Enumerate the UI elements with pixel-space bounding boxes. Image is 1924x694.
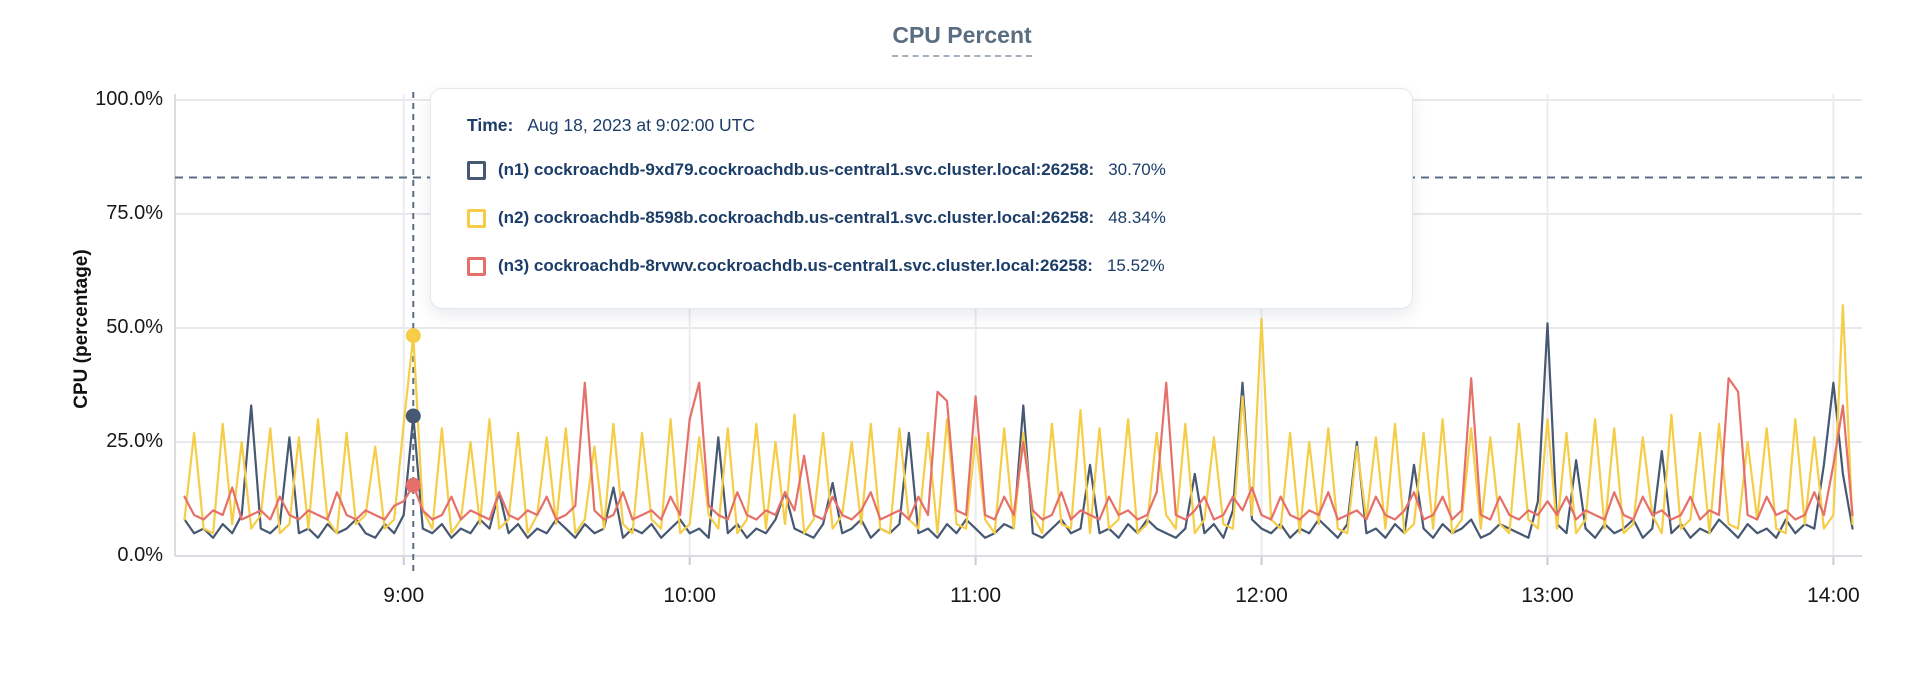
- tooltip-series-row-n2: (n2) cockroachdb-8598b.cockroachdb.us-ce…: [467, 206, 1382, 230]
- legend-swatch: [467, 208, 486, 228]
- tooltip-time-row: Time: Aug 18, 2023 at 9:02:00 UTC: [467, 115, 1382, 136]
- x-tick-label: 14:00: [1807, 584, 1860, 607]
- x-tick-label: 12:00: [1235, 584, 1288, 607]
- series-value-n3: 15.52%: [1106, 256, 1165, 275]
- y-tick-label: 50.0%: [106, 316, 163, 338]
- x-tick-label: 9:00: [383, 584, 425, 607]
- y-tick-label: 25.0%: [106, 430, 163, 452]
- chart-title: CPU Percent: [892, 22, 1032, 57]
- hover-dot-n2: [405, 328, 421, 344]
- tooltip-time-value: Aug 18, 2023 at 9:02:00 UTC: [527, 115, 756, 135]
- series-value-n1: 30.70%: [1108, 160, 1166, 179]
- series-label-n1: (n1) cockroachdb-9xd79.cockroachdb.us-ce…: [498, 160, 1095, 179]
- tooltip-series-row-n3: (n3) cockroachdb-8rvwv.cockroachdb.us-ce…: [467, 254, 1382, 278]
- series-label-n2: (n2) cockroachdb-8598b.cockroachdb.us-ce…: [498, 208, 1095, 227]
- legend-swatch: [467, 160, 486, 180]
- chart-header: CPU Percent: [0, 22, 1924, 57]
- series-label-n3: (n3) cockroachdb-8rvwv.cockroachdb.us-ce…: [498, 256, 1093, 275]
- hover-tooltip: Time: Aug 18, 2023 at 9:02:00 UTC (n1) c…: [430, 88, 1413, 309]
- series-line-n3: [183, 377, 1854, 521]
- x-tick-label: 11:00: [950, 584, 1002, 607]
- series-line-n1: [183, 322, 1854, 539]
- y-tick-label: 100.0%: [95, 88, 163, 110]
- series-line-n2: [183, 304, 1854, 535]
- legend-swatch: [467, 256, 486, 276]
- tooltip-series-row-n1: (n1) cockroachdb-9xd79.cockroachdb.us-ce…: [467, 158, 1382, 182]
- x-tick-label: 13:00: [1521, 584, 1574, 607]
- hover-dot-n1: [405, 408, 421, 424]
- tooltip-time-label: Time:: [467, 115, 514, 135]
- y-tick-label: 75.0%: [106, 202, 163, 224]
- series-value-n2: 48.34%: [1108, 208, 1166, 227]
- hover-dot-n3: [405, 477, 421, 493]
- y-tick-label: 0.0%: [117, 544, 163, 566]
- x-tick-label: 10:00: [663, 584, 716, 607]
